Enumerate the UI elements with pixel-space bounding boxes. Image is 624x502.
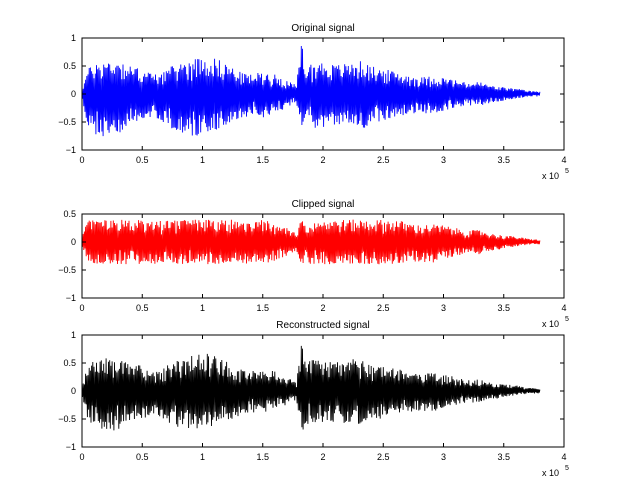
y-tick-label: 0 [71, 237, 76, 247]
x-tick-label: 2.5 [377, 303, 390, 313]
y-tick-label: −0.5 [58, 414, 76, 424]
x-tick-label: 3.5 [497, 303, 510, 313]
y-tick-label: 1 [71, 330, 76, 340]
x-tick-label: 1 [200, 303, 205, 313]
x-exponent-label: x 10 [542, 171, 559, 181]
x-tick-label: 2 [320, 303, 325, 313]
x-tick-label: 2 [320, 155, 325, 165]
x-tick-label: 0 [79, 155, 84, 165]
y-tick-label: −1 [66, 145, 76, 155]
chart-panel-1: 0 0.5 1 1.5 2 2.5 3 3.5 4 −1 −0.5 0 0.5 1 Original sig… [58, 23, 569, 181]
x-tick-label: 1.5 [256, 303, 269, 313]
x-tick-label: 1 [200, 155, 205, 165]
x-tick-label: 3 [441, 155, 446, 165]
y-tick-label: 0 [71, 89, 76, 99]
chart-panel-3: 0 0.5 1 1.5 2 2.5 3 3.5 4 −1 −0.5 0 0.5 1 Reconstructe… [58, 320, 569, 478]
y-tick-label: −1 [66, 293, 76, 303]
y-tick-label: −1 [66, 442, 76, 452]
chart-title: Original signal [291, 23, 354, 34]
waveform-series [81, 219, 541, 265]
x-tick-label: 3.5 [497, 155, 510, 165]
y-tick-label: 0.5 [63, 358, 76, 368]
x-tick-label: 2.5 [377, 452, 390, 462]
x-tick-label: 4 [561, 303, 566, 313]
x-tick-label: 3 [441, 303, 446, 313]
x-tick-label: 2 [320, 452, 325, 462]
y-tick-label: −0.5 [58, 265, 76, 275]
chart-panel-2: 0 0.5 1 1.5 2 2.5 3 3.5 4 −1 −0.5 0 0.5 Clipped signa… [58, 199, 569, 329]
x-tick-label: 4 [561, 452, 566, 462]
y-tick-label: 0 [71, 386, 76, 396]
x-tick-label: 1 [200, 452, 205, 462]
x-tick-label: 0 [79, 452, 84, 462]
waveform-series [81, 345, 541, 431]
x-tick-label: 0.5 [136, 452, 149, 462]
x-tick-label: 3 [441, 452, 446, 462]
x-tick-label: 4 [561, 155, 566, 165]
x-exponent: 5 [565, 316, 569, 323]
y-tick-label: 1 [71, 33, 76, 43]
x-exponent-label: x 10 [542, 319, 559, 329]
x-exponent-label: x 10 [542, 468, 559, 478]
x-tick-label: 1.5 [256, 452, 269, 462]
chart-title: Reconstructed signal [276, 320, 369, 331]
waveform-series [81, 45, 541, 137]
x-tick-label: 0.5 [136, 155, 149, 165]
x-tick-label: 3.5 [497, 452, 510, 462]
x-tick-label: 2.5 [377, 155, 390, 165]
y-tick-label: 0.5 [63, 209, 76, 219]
y-tick-label: 0.5 [63, 61, 76, 71]
y-tick-label: −0.5 [58, 117, 76, 127]
x-tick-label: 1.5 [256, 155, 269, 165]
x-tick-label: 0.5 [136, 303, 149, 313]
chart-title: Clipped signal [292, 199, 355, 210]
x-tick-label: 0 [79, 303, 84, 313]
x-exponent: 5 [565, 465, 569, 472]
x-exponent: 5 [565, 168, 569, 175]
